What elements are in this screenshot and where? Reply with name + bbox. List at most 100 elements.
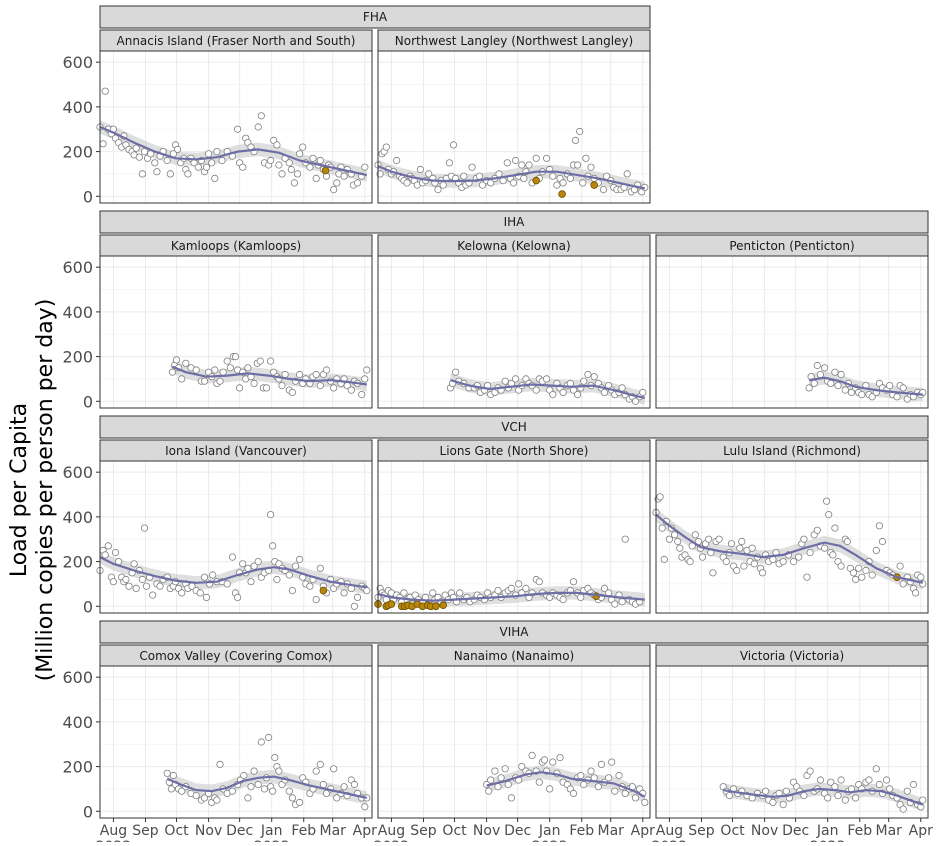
data-point: [862, 566, 870, 575]
data-point: [576, 127, 584, 136]
data-point: [511, 156, 520, 165]
y-axis-label: Load per Capita (Million copies per perso…: [7, 299, 58, 682]
smooth-confidence-band: [100, 550, 367, 594]
data-point: [273, 141, 281, 149]
data-point: [515, 580, 523, 588]
data-point: [319, 780, 327, 789]
data-point: [532, 154, 540, 162]
data-point: [269, 787, 277, 795]
data-point: [535, 778, 543, 786]
data-point: [256, 357, 264, 365]
data-point: [504, 780, 512, 789]
data-point: [138, 170, 146, 178]
panel-border: [377, 50, 651, 204]
data-point: [200, 573, 209, 581]
x-tick-label: Mar: [319, 823, 346, 839]
y-axis-label-line2: (Million copies per person per day): [33, 299, 58, 682]
data-point: [211, 366, 219, 374]
flagged-data-point: [439, 601, 448, 609]
y-tick-label: 600: [62, 258, 93, 277]
data-point: [350, 780, 358, 789]
data-point: [254, 780, 262, 789]
data-point: [213, 148, 221, 156]
data-point: [899, 805, 907, 813]
y-tick-label: 200: [62, 348, 93, 367]
data-point: [223, 357, 231, 365]
x-tick-label: Feb: [847, 823, 872, 839]
data-point: [236, 384, 244, 392]
data-point: [740, 562, 748, 570]
data-point: [281, 370, 289, 379]
data-point: [816, 776, 825, 784]
data-point: [525, 161, 533, 169]
region-strip: [99, 620, 929, 644]
data-point: [825, 510, 833, 519]
data-point: [213, 796, 221, 804]
data-point: [733, 566, 741, 575]
data-point: [542, 375, 551, 383]
data-point: [851, 794, 860, 802]
x-tick-label: Apr: [631, 823, 655, 839]
data-point: [810, 379, 818, 387]
data-point: [285, 159, 293, 167]
data-point: [816, 370, 825, 379]
data-point: [250, 379, 258, 387]
data-point: [487, 776, 495, 784]
data-point: [599, 186, 608, 194]
data-point: [872, 546, 880, 555]
smooth-trend-line: [723, 787, 924, 806]
data-point: [288, 388, 296, 396]
data-point: [698, 553, 707, 561]
data-point: [858, 573, 866, 581]
data-point: [903, 787, 911, 795]
data-point: [587, 767, 595, 775]
data-point: [849, 569, 858, 577]
y-tick-label: 200: [62, 143, 93, 162]
data-point: [178, 375, 186, 383]
data-point: [803, 573, 811, 581]
data-point: [621, 789, 629, 798]
smooth-trend-line: [171, 365, 367, 386]
data-point: [779, 557, 787, 566]
y-tick-label: 400: [62, 508, 93, 527]
data-point: [209, 571, 217, 579]
data-point: [434, 186, 442, 194]
data-point: [611, 600, 619, 608]
data-point: [501, 765, 509, 773]
data-point: [200, 377, 209, 385]
data-point: [449, 141, 458, 149]
x-tick-label: Aug: [656, 823, 683, 839]
data-point: [254, 557, 262, 566]
data-point: [919, 796, 927, 804]
data-point: [202, 163, 211, 171]
data-point: [257, 738, 265, 746]
data-point: [223, 580, 231, 588]
x-tick-label: Aug: [100, 823, 127, 839]
data-point: [582, 154, 590, 162]
data-point: [290, 179, 298, 187]
data-point: [805, 384, 813, 392]
data-point: [841, 796, 849, 804]
data-point: [577, 771, 585, 780]
panel-title: Comox Valley (Covering Comox): [139, 649, 332, 663]
smooth-trend-line: [99, 125, 368, 177]
data-point: [192, 791, 200, 800]
data-point: [429, 589, 437, 597]
data-point: [831, 524, 839, 532]
data-point: [665, 535, 674, 543]
smooth-trend-line: [808, 376, 923, 396]
data-point: [211, 174, 219, 182]
data-point: [340, 589, 348, 597]
data-point: [556, 753, 564, 762]
data-point: [813, 526, 821, 534]
data-point: [306, 582, 314, 590]
data-point: [725, 791, 734, 800]
panel-border: [377, 460, 651, 614]
data-point: [670, 531, 679, 539]
x-tick-label: Apr: [909, 823, 933, 839]
data-point: [800, 791, 808, 800]
data-point: [266, 510, 275, 519]
y-tick-label: 0: [83, 187, 93, 206]
x-tick-label: Oct: [442, 823, 467, 839]
data-point: [350, 602, 358, 610]
